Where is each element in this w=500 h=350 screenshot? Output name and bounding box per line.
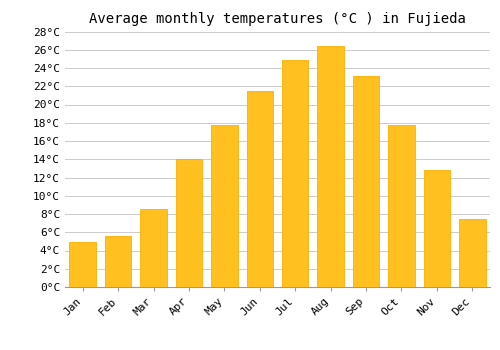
Bar — [70, 242, 96, 287]
Bar — [318, 46, 344, 287]
Bar — [176, 159, 202, 287]
Title: Average monthly temperatures (°C ) in Fujieda: Average monthly temperatures (°C ) in Fu… — [89, 12, 466, 26]
Bar — [388, 125, 414, 287]
Bar — [211, 125, 238, 287]
Bar — [140, 209, 167, 287]
Bar — [105, 236, 132, 287]
Bar — [459, 218, 485, 287]
Bar — [424, 170, 450, 287]
Bar — [282, 60, 308, 287]
Bar — [246, 91, 273, 287]
Bar — [353, 76, 380, 287]
